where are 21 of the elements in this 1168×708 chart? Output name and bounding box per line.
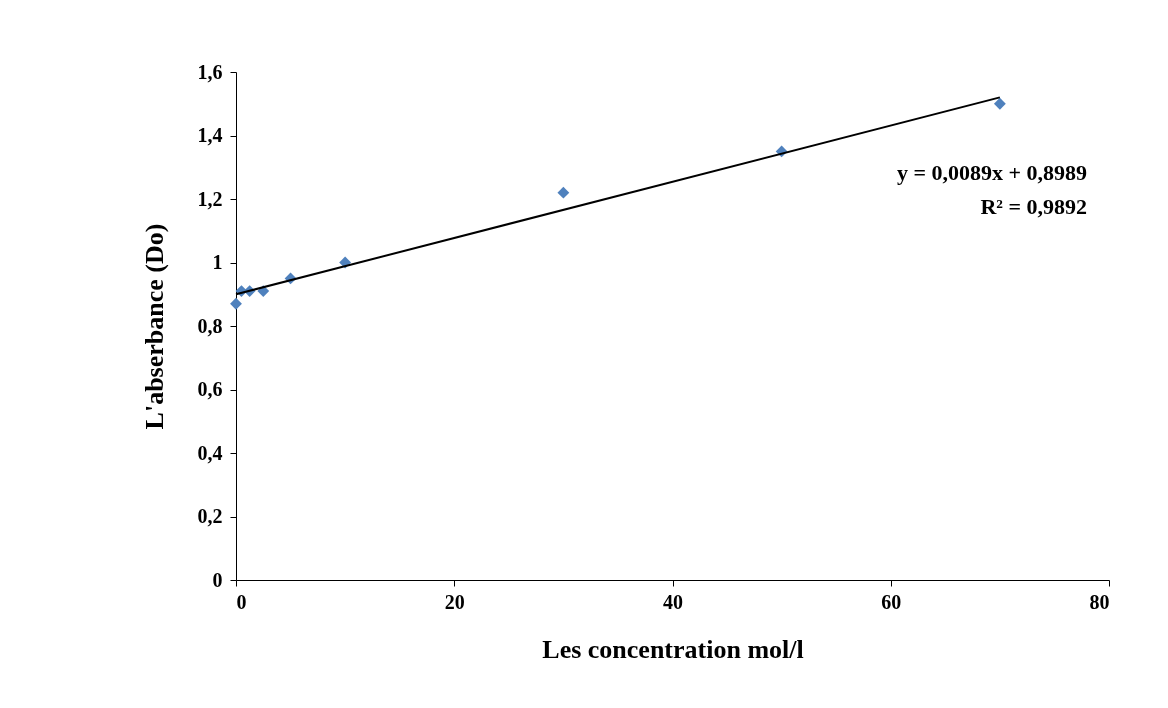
x-tick-label: 80 <box>1089 590 1110 613</box>
y-tick-label: 0,6 <box>197 378 223 400</box>
x-tick-label: 0 <box>236 590 247 613</box>
annotation: y = 0,0089x + 0,8989 <box>896 160 1087 185</box>
y-tick-label: 0,4 <box>197 441 223 464</box>
point <box>557 186 570 199</box>
y-tick-label: 1 <box>212 251 223 273</box>
y-tick-label: 1,2 <box>197 187 223 210</box>
annotation: R² = 0,9892 <box>980 194 1087 219</box>
y-tick-label: 0 <box>212 568 223 591</box>
y-tick-label: 0,8 <box>197 314 223 337</box>
y-tick-label: 1,4 <box>197 124 223 146</box>
y-tick-label: 1,6 <box>197 60 223 83</box>
x-tick-label: 60 <box>881 590 902 613</box>
x-tick-label: 40 <box>663 590 683 613</box>
y-axis-title: L'abserbance (Do) <box>139 223 169 430</box>
x-tick-label: 20 <box>444 590 465 613</box>
point <box>230 297 242 310</box>
point <box>993 97 1006 110</box>
x-axis-title: Les concentration mol/l <box>542 634 804 664</box>
y-tick-label: 0,2 <box>197 505 223 527</box>
